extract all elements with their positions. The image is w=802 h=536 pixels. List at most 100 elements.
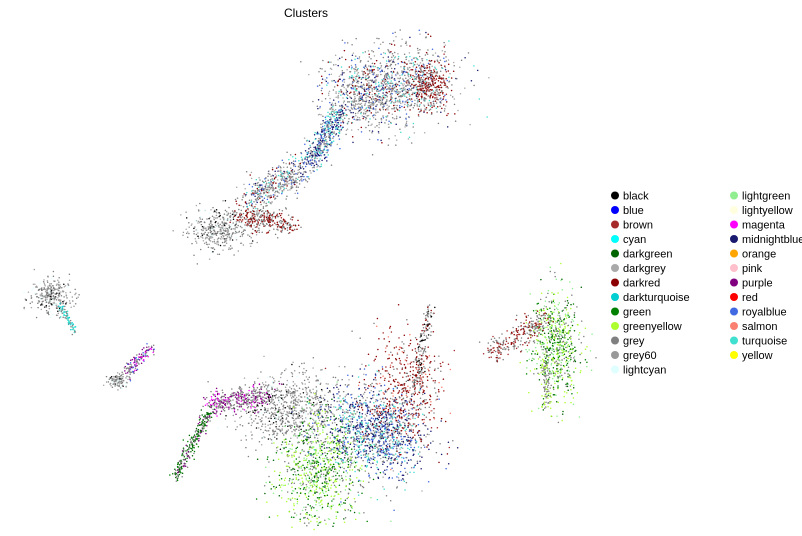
scatter-point <box>338 109 341 111</box>
scatter-point <box>340 121 342 124</box>
scatter-point <box>285 413 287 416</box>
scatter-point <box>319 67 322 70</box>
scatter-point <box>227 212 230 215</box>
scatter-point <box>290 167 292 169</box>
scatter-point <box>250 405 252 408</box>
scatter-point <box>50 289 53 292</box>
scatter-point <box>311 409 313 411</box>
scatter-point <box>135 365 137 367</box>
scatter-point <box>263 181 265 184</box>
scatter-point <box>434 75 437 77</box>
scatter-point <box>135 363 138 365</box>
scatter-point <box>217 426 219 429</box>
scatter-point <box>247 392 250 394</box>
scatter-point <box>276 190 279 192</box>
scatter-point <box>373 86 375 89</box>
scatter-point <box>232 394 234 397</box>
scatter-point <box>330 164 333 166</box>
scatter-point <box>395 144 397 146</box>
scatter-point <box>245 402 248 404</box>
scatter-point <box>289 386 291 388</box>
scatter-point <box>407 68 409 70</box>
scatter-point <box>220 225 223 227</box>
scatter-point <box>406 63 408 65</box>
scatter-point <box>421 95 423 98</box>
scatter-point <box>356 79 358 81</box>
scatter-point <box>197 428 200 431</box>
scatter-point <box>387 59 390 61</box>
scatter-point <box>345 129 348 131</box>
scatter-point <box>225 227 227 230</box>
scatter-point <box>379 102 382 104</box>
scatter-point <box>384 66 387 69</box>
scatter-point <box>332 106 334 108</box>
scatter-point <box>239 393 242 395</box>
scatter-point <box>420 64 423 67</box>
scatter-point <box>121 371 123 374</box>
scatter-point <box>364 111 367 113</box>
scatter-point <box>342 121 345 124</box>
scatter-point <box>300 175 302 178</box>
scatter-point <box>48 305 50 307</box>
scatter-point <box>403 61 406 64</box>
scatter-point <box>221 234 224 236</box>
scatter-point <box>182 447 185 449</box>
scatter-point <box>41 292 43 295</box>
scatter-point <box>203 420 206 423</box>
scatter-point <box>383 78 385 80</box>
scatter-point <box>347 120 350 123</box>
scatter-point <box>291 363 293 366</box>
scatter-point <box>320 89 323 92</box>
scatter-point <box>328 136 330 138</box>
scatter-point <box>199 414 201 417</box>
scatter-point <box>278 192 280 194</box>
scatter-point <box>340 128 342 131</box>
scatter-point <box>283 187 286 190</box>
scatter-point <box>437 122 440 125</box>
scatter-point <box>246 396 249 399</box>
scatter-point <box>282 162 285 164</box>
scatter-point <box>312 397 314 400</box>
scatter-point <box>452 70 455 73</box>
scatter-point <box>59 285 62 288</box>
scatter-point <box>188 457 191 459</box>
scatter-point <box>450 89 453 92</box>
scatter-point <box>452 61 455 64</box>
scatter-point <box>289 226 292 228</box>
scatter-point <box>264 178 266 180</box>
scatter-point <box>241 235 244 237</box>
scatter-point <box>286 195 288 198</box>
scatter-point <box>245 214 247 217</box>
scatter-point <box>285 177 287 179</box>
scatter-point <box>186 460 188 463</box>
scatter-point <box>417 88 419 90</box>
scatter-point <box>268 191 270 193</box>
scatter-point <box>303 430 305 432</box>
scatter-point <box>261 195 264 198</box>
scatter-point <box>382 51 385 54</box>
scatter-point <box>436 71 439 73</box>
scatter-point <box>306 392 309 394</box>
scatter-point <box>73 305 75 307</box>
scatter-point <box>359 98 362 101</box>
scatter-point <box>252 192 254 194</box>
scatter-point <box>369 70 371 72</box>
scatter-point <box>336 84 339 87</box>
scatter-point <box>429 88 432 91</box>
scatter-point <box>417 85 419 87</box>
scatter-point <box>380 73 382 76</box>
scatter-point <box>304 170 306 173</box>
scatter-point <box>118 381 120 384</box>
scatter-point <box>374 99 376 102</box>
scatter-point <box>193 227 195 230</box>
scatter-point <box>437 55 439 57</box>
scatter-point <box>393 90 395 92</box>
scatter-point <box>280 443 283 446</box>
scatter-point <box>346 42 349 44</box>
scatter-point <box>319 147 321 150</box>
scatter-point <box>258 391 261 393</box>
scatter-point <box>298 183 301 185</box>
scatter-point <box>356 94 359 97</box>
scatter-point <box>211 234 213 236</box>
scatter-point <box>368 85 370 87</box>
